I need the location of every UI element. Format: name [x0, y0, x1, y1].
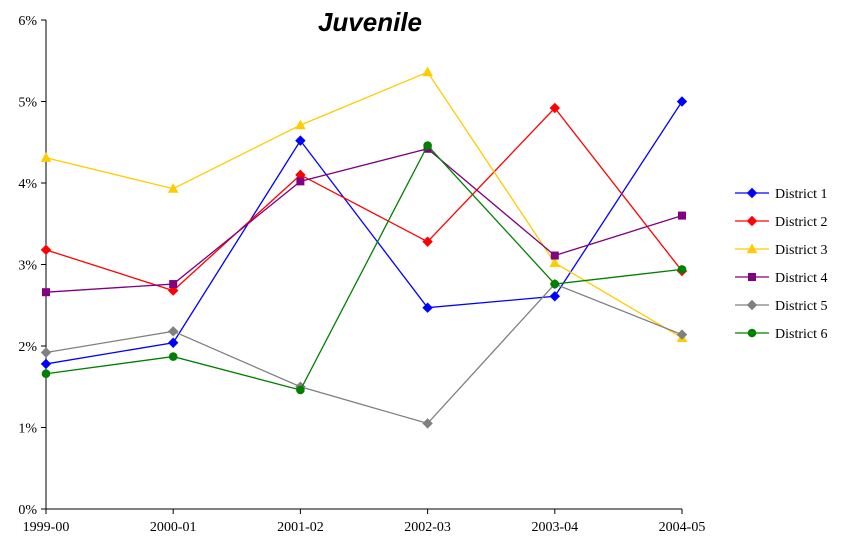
series-line — [45, 101, 683, 365]
data-point — [678, 211, 686, 220]
y-tick-label: 3% — [18, 259, 37, 274]
data-point — [296, 385, 305, 395]
legend-marker — [746, 187, 758, 199]
data-point — [422, 236, 433, 247]
data-point — [422, 302, 433, 313]
y-tick-label: 6% — [18, 14, 37, 29]
x-tick-label: 2000-01 — [150, 520, 197, 535]
data-point — [423, 141, 432, 150]
data-point — [168, 352, 178, 361]
data-point — [40, 347, 52, 358]
legend-marker — [746, 243, 758, 254]
legend-item: District 1 — [735, 187, 828, 202]
legend: District 1 District 2 District 3 District 4… — [735, 187, 828, 342]
data-point — [422, 418, 433, 429]
x-ticks: 1999-00 2000-01 2001-02 2002-03 2003-04 2004-… — [23, 509, 706, 535]
legend-marker — [746, 215, 758, 227]
data-point — [295, 135, 306, 146]
y-tick-label: 1% — [18, 422, 37, 437]
series-5 — [40, 278, 688, 429]
legend-label: District 5 — [775, 299, 828, 314]
x-tick-label: 2004-05 — [659, 520, 706, 535]
x-tick-label: 2002-03 — [404, 520, 451, 535]
data-point — [167, 326, 179, 337]
data-point — [676, 329, 688, 340]
legend-item: District 6 — [735, 327, 828, 342]
data-point — [549, 102, 561, 114]
legend-label: District 6 — [775, 327, 828, 342]
series-3 — [40, 66, 688, 342]
chart-title: Juvenile — [318, 7, 422, 37]
legend-item: District 2 — [735, 215, 828, 230]
y-tick-label: 5% — [18, 96, 37, 111]
series-line — [45, 144, 683, 391]
data-point — [550, 279, 560, 289]
data-point — [550, 251, 559, 260]
series-line — [45, 148, 683, 293]
series-line — [45, 283, 683, 425]
legend-marker — [746, 299, 758, 311]
legend-item: District 5 — [735, 299, 828, 314]
x-tick-label: 2003-04 — [531, 520, 578, 535]
data-point — [676, 96, 688, 107]
data-point — [167, 285, 179, 296]
legend-item: District 4 — [735, 271, 828, 286]
data-point — [167, 337, 179, 348]
data-point — [549, 291, 561, 302]
legend-item: District 3 — [735, 243, 828, 258]
series-6 — [41, 141, 687, 395]
data-point — [40, 152, 52, 162]
data-point — [41, 369, 51, 379]
data-point — [422, 66, 433, 77]
y-tick-label: 4% — [18, 177, 37, 192]
legend-marker — [747, 328, 757, 338]
data-point — [40, 358, 52, 370]
legend-label: District 4 — [775, 271, 828, 286]
series-line — [45, 71, 683, 339]
data-point — [42, 288, 50, 297]
data-point — [169, 280, 178, 289]
series-2 — [40, 102, 688, 296]
y-ticks: 0% 1% 2% 3% 4% 5% 6% — [18, 14, 46, 518]
x-tick-label: 1999-00 — [23, 520, 70, 535]
data-point — [167, 183, 179, 193]
y-tick-label: 0% — [18, 503, 37, 518]
data-point — [40, 244, 52, 256]
y-tick-label: 2% — [18, 340, 37, 355]
legend-label: District 1 — [775, 187, 828, 202]
data-point — [677, 265, 687, 274]
legend-label: District 2 — [775, 215, 828, 230]
series-line — [45, 107, 683, 292]
data-point — [296, 177, 305, 186]
series-4 — [42, 144, 686, 297]
data-point — [295, 119, 306, 130]
legend-label: District 3 — [775, 243, 828, 258]
legend-marker — [748, 273, 756, 281]
series-layer — [40, 66, 688, 429]
data-point — [549, 257, 561, 267]
x-tick-label: 2001-02 — [277, 520, 324, 535]
series-1 — [40, 96, 688, 370]
